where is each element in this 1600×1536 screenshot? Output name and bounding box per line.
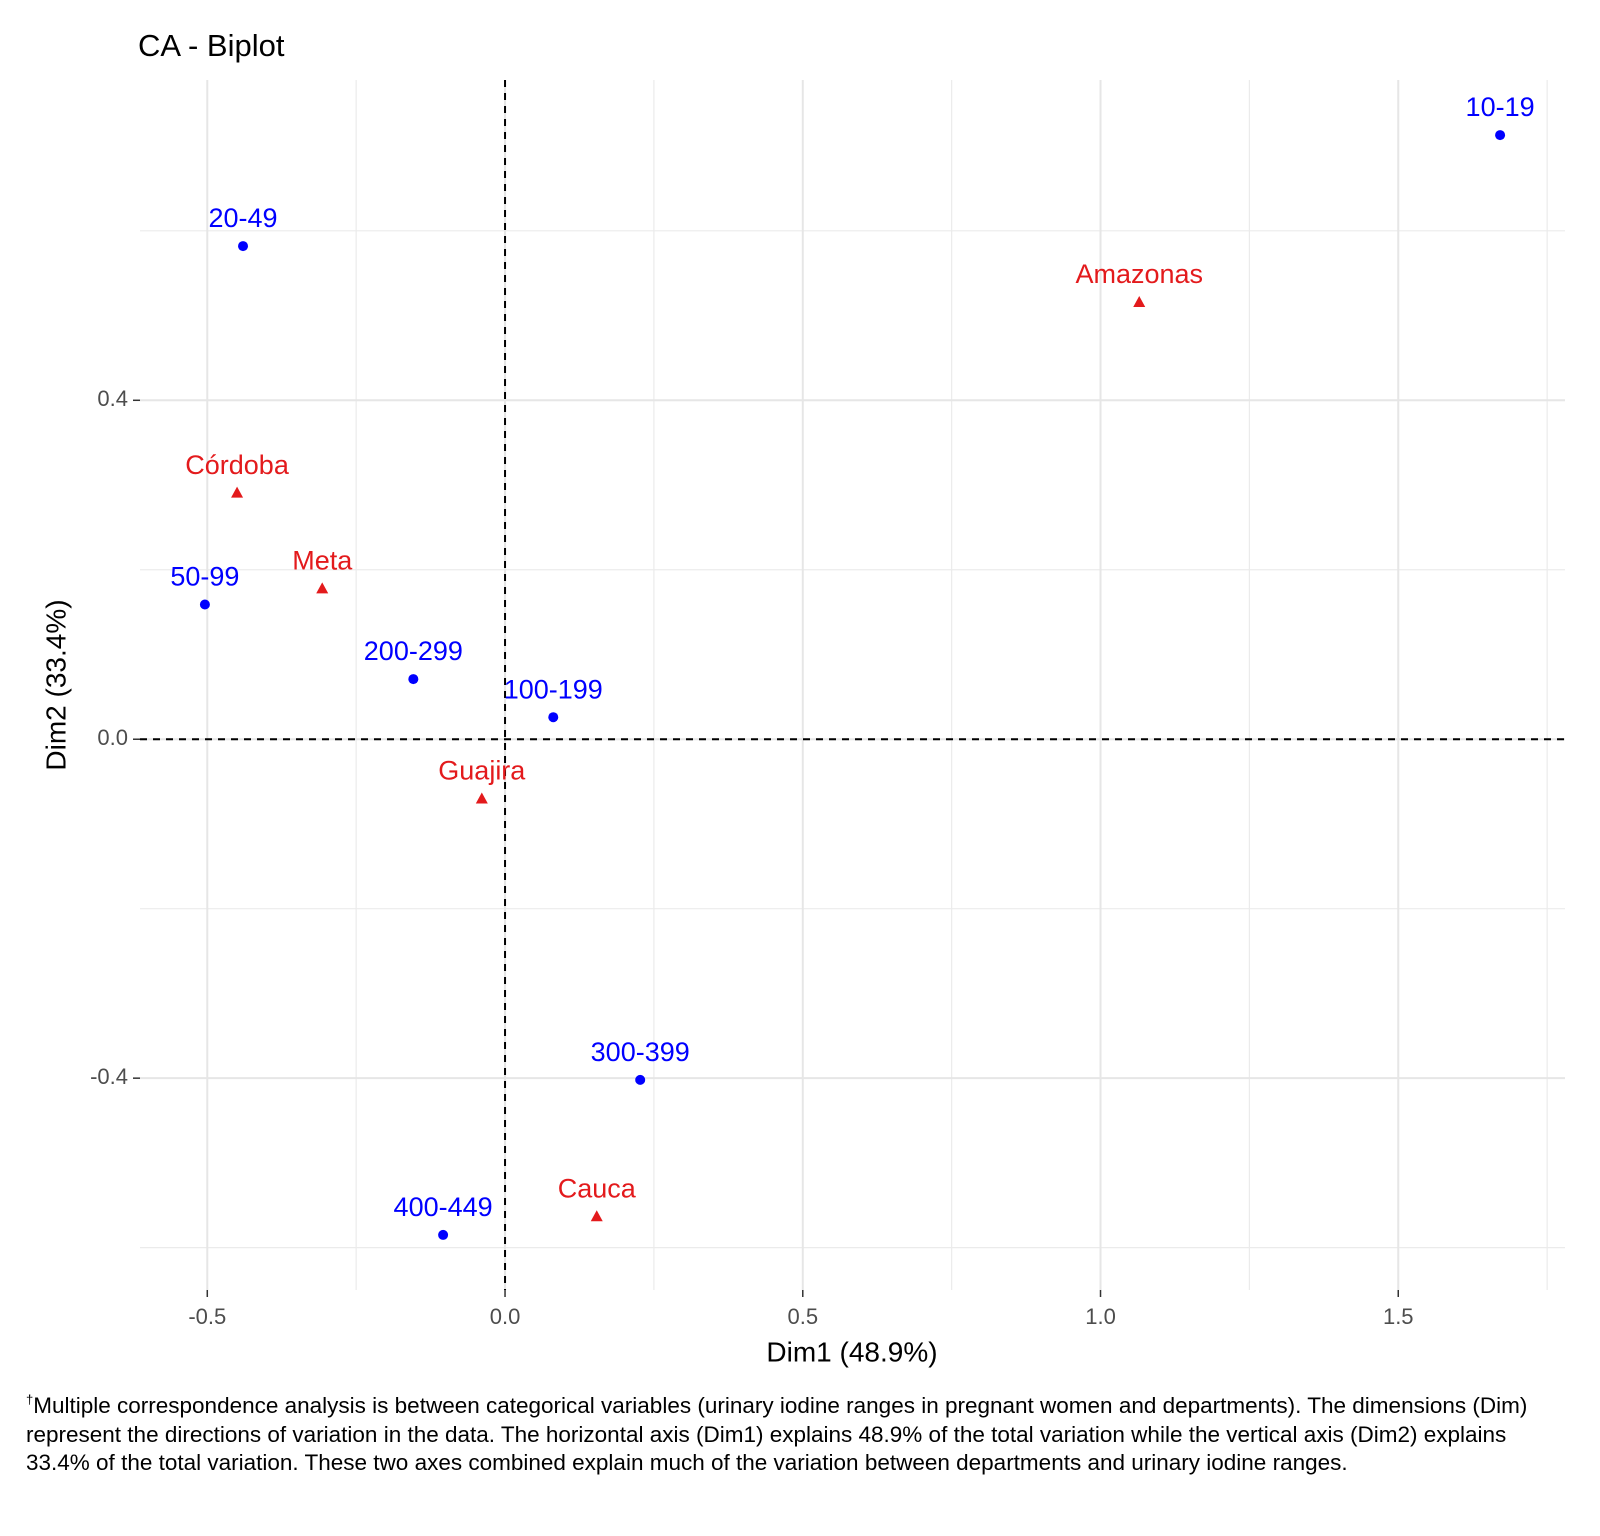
footnote: Multiple correspondence analysis is betw… — [26, 1393, 1528, 1475]
point — [635, 1074, 646, 1085]
point-label: 20-49 — [208, 203, 277, 233]
point — [475, 792, 488, 804]
point-label: Meta — [292, 546, 353, 576]
point-label: 100-199 — [504, 674, 603, 704]
x-tick-label: 1.0 — [1085, 1304, 1116, 1329]
point — [231, 486, 244, 498]
point — [438, 1229, 449, 1240]
point-label: 50-99 — [170, 562, 239, 592]
chart: CA - Biplot Dim1 (48.9%) Dim2 (33.4%) -0… — [40, 28, 1565, 1367]
point-label: Guajira — [438, 756, 526, 786]
point — [199, 599, 210, 610]
point — [238, 241, 249, 252]
point-label: Amazonas — [1075, 259, 1203, 289]
point-label: 400-449 — [394, 1192, 493, 1222]
x-tick-label: 0.0 — [490, 1304, 521, 1329]
point — [548, 712, 559, 723]
point-label: 10-19 — [1466, 92, 1535, 122]
point-label: 300-399 — [591, 1037, 690, 1067]
y-tick-label: -0.4 — [90, 1064, 128, 1089]
y-tick-label: 0.0 — [97, 725, 128, 750]
y-tick-label: 0.4 — [97, 386, 128, 411]
footnote-mark: † — [26, 1392, 34, 1407]
point-label: Córdoba — [185, 450, 290, 480]
point — [590, 1210, 603, 1222]
x-tick-label: -0.5 — [188, 1304, 226, 1329]
point-label: 200-299 — [364, 636, 463, 666]
chart-title: CA - Biplot — [138, 28, 285, 63]
y-axis-label: Dim2 (33.4%) — [40, 599, 71, 770]
point-label: Cauca — [558, 1173, 637, 1203]
x-tick-label: 1.5 — [1383, 1304, 1414, 1329]
caption: †Multiple correspondence analysis is bet… — [26, 1386, 1566, 1478]
point — [408, 674, 419, 685]
point — [1133, 296, 1146, 308]
x-tick-label: 0.5 — [787, 1304, 818, 1329]
point — [1495, 130, 1506, 141]
point — [316, 582, 329, 594]
x-axis-label: Dim1 (48.9%) — [766, 1336, 937, 1367]
